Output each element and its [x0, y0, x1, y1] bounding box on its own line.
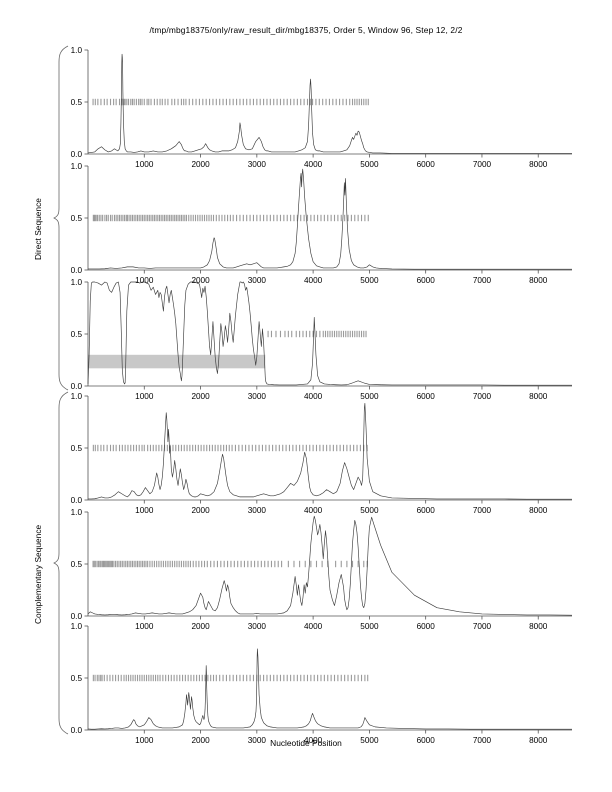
data-line-direct-frame-3 — [87, 281, 572, 386]
x-tick-label: 1000 — [135, 506, 154, 515]
y-tick-label: 0.0 — [71, 496, 83, 505]
x-tick-label: 2000 — [191, 736, 210, 745]
x-tick-label: 8000 — [529, 736, 548, 745]
x-tick-label: 1000 — [135, 392, 154, 401]
y-tick-label: 0.0 — [71, 382, 83, 391]
y-tick-label: 0.0 — [71, 612, 83, 621]
data-line-complementary-frame-3 — [87, 648, 572, 730]
x-tick-label: 8000 — [529, 160, 548, 169]
x-tick-label: 7000 — [473, 160, 492, 169]
group-braces — [53, 45, 69, 735]
y-tick-label: 0.0 — [71, 150, 83, 159]
data-line-direct-frame-1 — [87, 53, 572, 154]
y-tick-label: 0.5 — [71, 330, 83, 339]
x-tick-label: 3000 — [248, 622, 267, 631]
panel-complementary-frame-1: 0.0 0.5 1.0 1000 2000 3000 4000 5000 6000 7000 800… — [71, 392, 572, 515]
x-tick-label: 3000 — [248, 506, 267, 515]
highlight-band — [88, 354, 266, 369]
x-tick-label: 6000 — [417, 736, 436, 745]
data-line-direct-frame-2 — [88, 168, 572, 270]
y-tick-label: 1.0 — [71, 162, 83, 171]
y-tick-label: 1.0 — [71, 392, 83, 401]
panel-direct-frame-2: 0.0 0.5 1.0 1000 2000 3000 4000 5000 6000 7000 800… — [71, 162, 572, 285]
y-tick-label: 1.0 — [71, 278, 83, 287]
x-tick-label: 4000 — [304, 160, 323, 169]
x-tick-label: 6000 — [417, 622, 436, 631]
x-axis-label: Nucleotide Position — [270, 738, 342, 748]
y-tick-label: 1.0 — [71, 622, 83, 631]
brace-complementary-sequence — [53, 391, 69, 735]
x-tick-label: 8000 — [529, 622, 548, 631]
x-tick-label: 8000 — [529, 392, 548, 401]
x-tick-label: 4000 — [304, 736, 323, 745]
x-tick-label: 5000 — [360, 160, 379, 169]
x-tick-label: 7000 — [473, 736, 492, 745]
y-tick-label: 0.5 — [71, 560, 83, 569]
x-tick-label: 5000 — [360, 736, 379, 745]
panel-complementary-frame-2: 0.0 0.5 1.0 1000 2000 3000 4000 5000 6000 7000 800… — [71, 508, 573, 631]
x-tick-label: 2000 — [191, 392, 210, 401]
y-tick-label: 0.5 — [71, 444, 83, 453]
x-tick-label: 4000 — [304, 506, 323, 515]
panel-direct-frame-1: 0.0 0.5 1.0 1000 2000 3000 4000 5000 6000 7000 800… — [71, 46, 572, 169]
x-tick-label: 7000 — [473, 622, 492, 631]
x-tick-label: 7000 — [473, 392, 492, 401]
y-tick-label: 0.0 — [71, 266, 83, 275]
x-tick-label: 4000 — [304, 276, 323, 285]
x-tick-label: 5000 — [360, 392, 379, 401]
panel-direct-frame-3: 0.0 0.5 1.0 1000 2000 3000 4000 5000 6000 7000 800… — [71, 278, 572, 401]
x-tick-label: 5000 — [360, 622, 379, 631]
panel-complementary-frame-3: 0.0 0.5 1.0 1000 2000 3000 4000 5000 6000 7000 800… — [71, 622, 572, 745]
x-tick-label: 3000 — [248, 160, 267, 169]
x-tick-label: 8000 — [529, 276, 548, 285]
x-tick-label: 1000 — [135, 622, 154, 631]
x-tick-label: 1000 — [135, 160, 154, 169]
x-tick-label: 3000 — [248, 736, 267, 745]
x-tick-label: 2000 — [191, 160, 210, 169]
x-tick-label: 6000 — [417, 276, 436, 285]
x-tick-label: 8000 — [529, 506, 548, 515]
y-tick-label: 0.0 — [71, 726, 83, 735]
y-tick-label: 0.5 — [71, 98, 83, 107]
x-tick-label: 6000 — [417, 160, 436, 169]
x-tick-label: 7000 — [473, 276, 492, 285]
x-tick-label: 5000 — [360, 506, 379, 515]
data-line-complementary-frame-2 — [87, 515, 573, 616]
x-tick-label: 5000 — [360, 276, 379, 285]
x-tick-label: 4000 — [304, 622, 323, 631]
y-tick-label: 0.5 — [71, 214, 83, 223]
x-tick-label: 7000 — [473, 506, 492, 515]
x-tick-label: 2000 — [191, 622, 210, 631]
x-tick-label: 1000 — [135, 736, 154, 745]
x-tick-label: 4000 — [304, 392, 323, 401]
y-tick-label: 1.0 — [71, 46, 83, 55]
y-tick-label: 1.0 — [71, 508, 83, 517]
x-tick-label: 3000 — [248, 276, 267, 285]
x-tick-label: 6000 — [417, 392, 436, 401]
brace-direct-sequence — [53, 45, 69, 391]
figure-title: /tmp/mbg18375/only/raw_result_dir/mbg183… — [149, 25, 463, 35]
x-tick-label: 6000 — [417, 506, 436, 515]
x-tick-label: 2000 — [191, 276, 210, 285]
data-line-complementary-frame-1 — [88, 402, 572, 500]
x-tick-label: 1000 — [135, 276, 154, 285]
x-tick-label: 2000 — [191, 506, 210, 515]
y-tick-label: 0.5 — [71, 674, 83, 683]
x-tick-label: 3000 — [248, 392, 267, 401]
